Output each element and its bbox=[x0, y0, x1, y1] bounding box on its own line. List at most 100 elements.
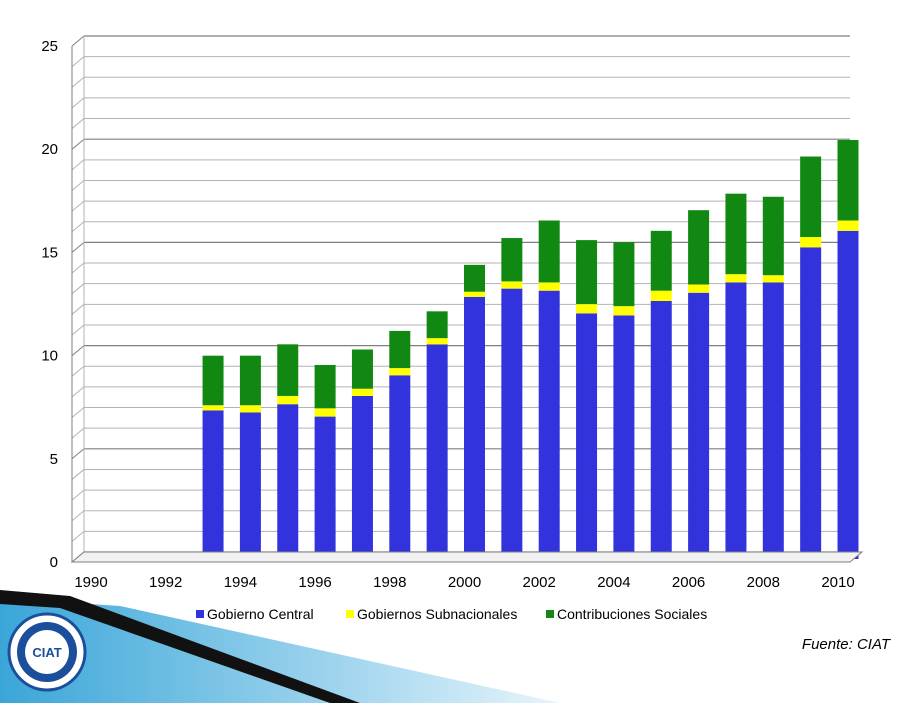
bar-segment bbox=[277, 344, 299, 396]
bar-segment bbox=[800, 156, 822, 238]
bar-segment bbox=[314, 416, 336, 559]
bar-segment bbox=[576, 240, 598, 305]
bar-segment bbox=[351, 395, 373, 559]
y-tick-label: 25 bbox=[41, 38, 58, 55]
x-tick-label: 2010 bbox=[821, 574, 854, 591]
logo-text: CIAT bbox=[32, 645, 61, 660]
gridline-depth bbox=[71, 427, 85, 439]
gridline-depth bbox=[71, 448, 85, 460]
bar-segment bbox=[725, 193, 747, 275]
bar-segment bbox=[389, 330, 411, 369]
bar-segment bbox=[650, 290, 672, 301]
bar-segment bbox=[239, 355, 261, 406]
bar-segment bbox=[501, 238, 523, 282]
bar-segment bbox=[576, 304, 598, 314]
bar-segment bbox=[426, 311, 448, 339]
bar-segment bbox=[202, 355, 224, 406]
gridline-depth bbox=[71, 324, 85, 336]
gridline-depth bbox=[71, 180, 85, 191]
bar-segment bbox=[800, 237, 822, 248]
gridline-depth bbox=[71, 242, 85, 253]
bar-segment bbox=[202, 410, 224, 559]
gridline-depth bbox=[71, 469, 85, 480]
gridline-depth bbox=[71, 56, 85, 68]
legend-label: Gobiernos Subnacionales bbox=[357, 606, 517, 622]
bar-segment bbox=[725, 282, 747, 559]
y-tick-label: 5 bbox=[50, 451, 58, 468]
bar-segment bbox=[538, 220, 560, 283]
bar-segment bbox=[837, 220, 859, 231]
bar-segment bbox=[314, 364, 336, 409]
bar-segment bbox=[688, 284, 710, 293]
bar-segment bbox=[538, 290, 560, 559]
bar-segment bbox=[725, 274, 747, 283]
x-tick-label: 2000 bbox=[448, 574, 481, 591]
legend-swatch bbox=[346, 610, 354, 618]
bar-segment bbox=[464, 296, 485, 559]
chart-floor bbox=[70, 551, 864, 563]
gridline-depth bbox=[71, 303, 85, 315]
gridline-depth bbox=[71, 407, 85, 418]
bar-segment bbox=[501, 288, 523, 559]
chart-legend: Gobierno Central Gobiernos Subnacionales C… bbox=[196, 606, 707, 622]
bar-segment bbox=[464, 291, 485, 297]
gridline-depth bbox=[71, 386, 85, 398]
x-tick-label: 2004 bbox=[597, 574, 630, 591]
bar-segment bbox=[389, 368, 411, 376]
bar-segment bbox=[351, 388, 373, 396]
x-tick-label: 2002 bbox=[523, 574, 556, 591]
bar-segment bbox=[688, 210, 710, 285]
gridline-depth bbox=[71, 283, 85, 295]
bar-segment bbox=[426, 344, 448, 559]
chart-bars bbox=[202, 140, 859, 559]
gridline-depth bbox=[71, 159, 85, 171]
gridline-depth bbox=[71, 76, 85, 88]
x-tick-label: 1998 bbox=[373, 574, 406, 591]
bar-segment bbox=[239, 412, 261, 559]
gridline-depth bbox=[71, 530, 85, 542]
gridline-depth bbox=[71, 489, 85, 501]
bar-segment bbox=[576, 313, 598, 559]
bar-segment bbox=[351, 349, 373, 389]
bar-segment bbox=[613, 315, 635, 559]
bar-segment bbox=[613, 306, 635, 316]
bar-segment bbox=[762, 275, 784, 283]
gridline-depth bbox=[71, 35, 85, 47]
chart-axes: 0 5 10 15 20 25 1990 1992 1994 1996 1998 2000 2002 20… bbox=[41, 36, 864, 591]
bar-segment bbox=[800, 247, 822, 559]
bar-segment bbox=[501, 281, 523, 289]
gridline-depth bbox=[71, 262, 85, 274]
gridline-depth bbox=[71, 345, 85, 356]
ciat-logo: CIAT bbox=[7, 612, 87, 692]
bar-segment bbox=[464, 264, 485, 292]
bar-segment bbox=[277, 404, 299, 559]
bar-segment bbox=[239, 405, 261, 413]
legend-label: Contribuciones Sociales bbox=[557, 606, 707, 622]
y-tick-label: 20 bbox=[41, 141, 58, 158]
source-note: Fuente: CIAT bbox=[801, 636, 890, 653]
bar-segment bbox=[762, 282, 784, 559]
x-tick-label: 2006 bbox=[672, 574, 705, 591]
bar-segment bbox=[762, 196, 784, 276]
bar-segment bbox=[650, 301, 672, 559]
gridline-depth bbox=[71, 138, 85, 150]
gridline-depth bbox=[71, 365, 85, 377]
legend-label: Gobierno Central bbox=[207, 606, 314, 622]
gridline-depth bbox=[71, 510, 85, 522]
gridline-depth bbox=[71, 221, 85, 233]
bar-segment bbox=[538, 282, 560, 291]
x-tick-label: 1996 bbox=[298, 574, 331, 591]
gridline-depth bbox=[71, 97, 85, 109]
bar-segment bbox=[688, 292, 710, 559]
x-tick-label: 1992 bbox=[149, 574, 182, 591]
bar-segment bbox=[202, 405, 224, 411]
gridline-depth bbox=[71, 200, 85, 212]
gridline-depth bbox=[71, 118, 85, 129]
bar-segment bbox=[837, 140, 859, 221]
bar-segment bbox=[650, 230, 672, 291]
x-tick-label: 1990 bbox=[74, 574, 107, 591]
legend-swatch bbox=[546, 610, 554, 618]
bar-segment bbox=[314, 408, 336, 417]
bar-segment bbox=[277, 395, 299, 405]
